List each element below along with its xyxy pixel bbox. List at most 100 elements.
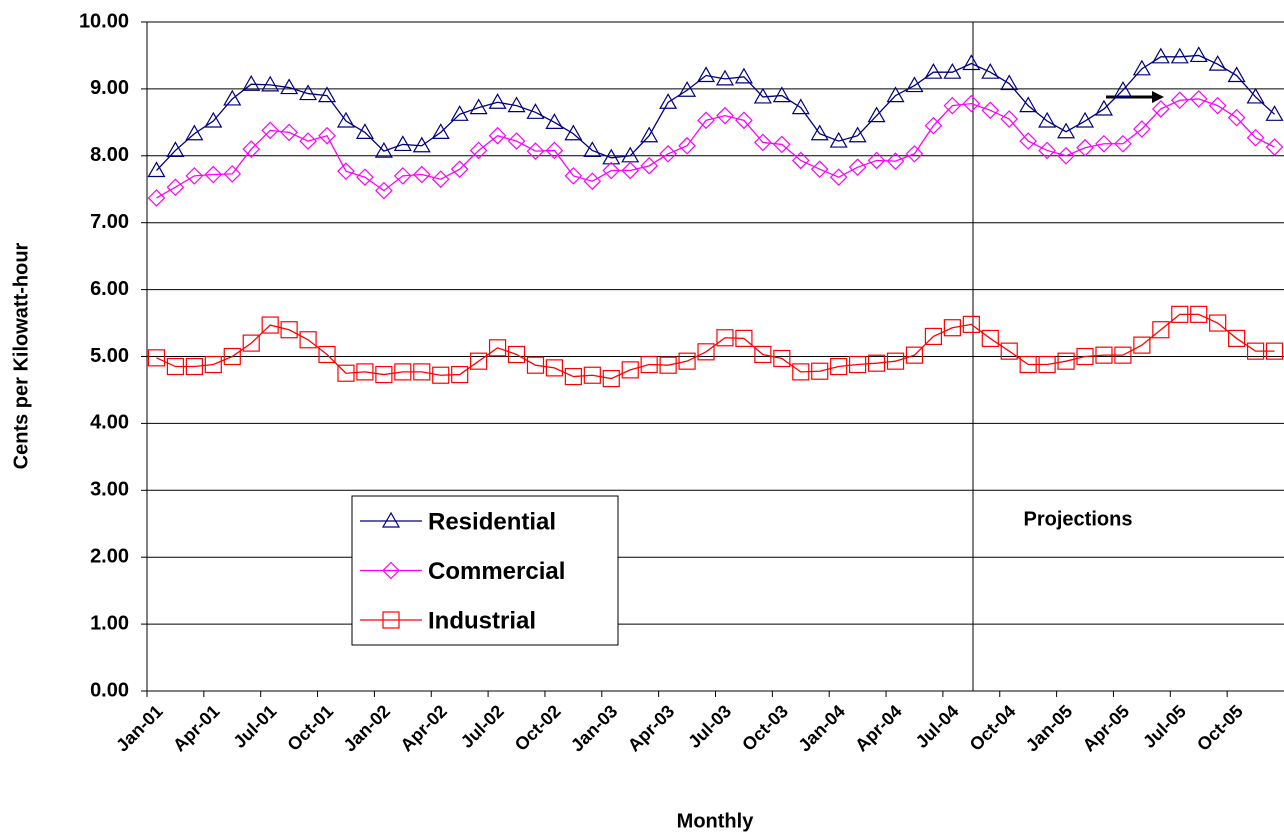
marker (1265, 342, 1284, 360)
marker (924, 327, 943, 346)
marker (981, 329, 999, 348)
marker (451, 365, 469, 384)
marker (583, 141, 602, 158)
marker (811, 362, 829, 380)
marker (640, 126, 659, 143)
marker (261, 121, 280, 140)
y-tick-label: 5.00 (90, 345, 129, 367)
marker (432, 366, 450, 384)
x-tick-label: Oct-04 (966, 701, 1020, 755)
marker (1132, 59, 1151, 76)
marker (1228, 329, 1246, 348)
x-tick-label: Apr-03 (624, 701, 678, 755)
x-tick-label: Jan-04 (794, 701, 848, 755)
marker (545, 141, 564, 160)
marker (413, 363, 431, 381)
marker (621, 361, 639, 379)
marker (753, 87, 772, 104)
marker (564, 167, 583, 185)
marker (962, 315, 980, 333)
marker (583, 172, 602, 191)
marker (1057, 122, 1076, 139)
marker (356, 168, 374, 187)
y-tick-label: 9.00 (90, 77, 129, 99)
marker (545, 113, 564, 129)
marker (678, 352, 696, 370)
marker (1038, 355, 1056, 374)
marker (640, 355, 658, 374)
marker (185, 124, 204, 141)
series-line (156, 54, 1275, 171)
x-tick-label: Jan-05 (1022, 701, 1076, 755)
legend: Residential Commercial Industrial (351, 495, 619, 646)
marker (280, 123, 298, 142)
marker (242, 140, 261, 158)
x-tick-label: Oct-02 (511, 701, 565, 755)
marker (469, 98, 488, 115)
series-line (156, 313, 1275, 380)
x-tick-label: Jul-03 (684, 701, 735, 752)
legend-label: Industrial (428, 607, 536, 634)
marker (849, 355, 867, 374)
marker (147, 349, 166, 367)
marker (1246, 128, 1265, 147)
marker (659, 356, 677, 374)
marker (488, 339, 507, 357)
marker (886, 352, 905, 370)
marker (754, 133, 772, 152)
x-tick-label: Jan-01 (112, 701, 166, 755)
marker (545, 359, 564, 377)
marker (381, 511, 401, 528)
marker (981, 101, 1000, 120)
marker (943, 62, 962, 79)
marker (507, 132, 526, 150)
x-tick-label: Apr-02 (396, 701, 450, 755)
marker (905, 76, 924, 93)
marker (185, 357, 203, 376)
marker (526, 356, 545, 374)
legend-label: Residential (428, 508, 556, 535)
marker (1019, 132, 1038, 150)
marker (773, 349, 791, 368)
x-tick-label: Apr-01 (169, 701, 223, 755)
marker (583, 366, 601, 384)
x-tick-label: Jul-01 (229, 701, 280, 752)
marker (526, 142, 545, 160)
marker (1170, 47, 1189, 64)
marker (488, 126, 507, 145)
marker (1189, 90, 1208, 108)
marker (1246, 342, 1265, 360)
y-tick-label: 7.00 (90, 211, 129, 233)
marker (1076, 347, 1094, 366)
marker (1000, 342, 1018, 360)
marker (772, 86, 791, 103)
marker (1151, 100, 1170, 118)
arrow-head (1152, 91, 1164, 103)
y-tick-label: 1.00 (90, 612, 129, 634)
marker (1246, 87, 1265, 104)
marker (166, 357, 185, 376)
x-tick-label: Jul-02 (457, 701, 508, 752)
marker (280, 78, 299, 95)
marker (336, 111, 356, 128)
marker (299, 84, 318, 101)
marker (166, 141, 185, 158)
marker (886, 152, 905, 171)
marker (943, 319, 961, 337)
marker (204, 111, 223, 128)
marker (791, 98, 810, 115)
marker (1208, 54, 1227, 71)
marker (1114, 134, 1132, 153)
marker (1038, 141, 1056, 160)
marker (1095, 346, 1113, 364)
marker (924, 62, 943, 79)
x-tick-label: Oct-01 (283, 701, 337, 755)
marker (962, 54, 981, 71)
x-tick-label: Jan-02 (340, 701, 394, 755)
marker (564, 124, 583, 141)
marker (848, 158, 867, 177)
marker (261, 75, 280, 92)
marker (375, 365, 393, 384)
marker (564, 367, 582, 386)
